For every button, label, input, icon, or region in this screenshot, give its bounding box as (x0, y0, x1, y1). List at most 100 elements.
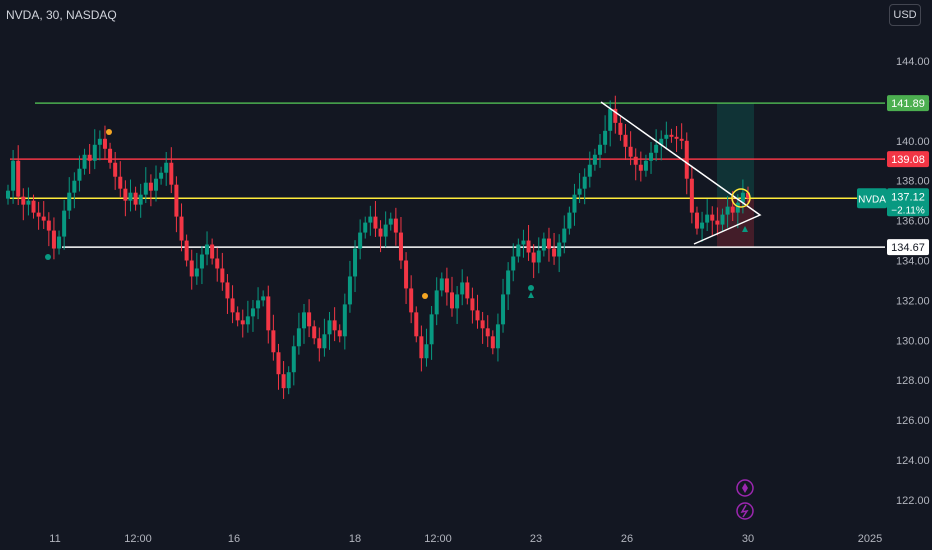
candle-body (429, 314, 434, 345)
candle-body (598, 144, 602, 155)
candle-body (266, 296, 271, 331)
candle-body (638, 164, 643, 171)
signal-dot-icon (528, 285, 534, 291)
price-tick-label: 134.00 (896, 256, 930, 268)
candle-body (485, 328, 490, 337)
candle-body (169, 162, 174, 185)
candle-body (735, 202, 740, 213)
time-tick-label: 23 (530, 533, 542, 545)
candle-body (281, 374, 286, 389)
candle-body (133, 192, 138, 205)
candle-body (521, 240, 526, 245)
price-label-text: 134.67 (891, 242, 925, 254)
candle-body (72, 180, 77, 193)
candle-body (460, 282, 465, 295)
candle-body (194, 268, 199, 277)
time-tick-label: 12:00 (424, 533, 452, 545)
candle-body (240, 320, 245, 325)
candle-body (715, 220, 720, 225)
candle-body (164, 162, 169, 173)
candle-body (332, 320, 337, 331)
candle-body (57, 236, 62, 249)
symbol-title[interactable]: NVDA, 30, NASDAQ (6, 8, 117, 22)
candle-body (36, 212, 41, 217)
candle-body (490, 336, 495, 349)
candle-body (118, 176, 123, 189)
candle-body (577, 188, 582, 195)
candle-body (51, 230, 56, 249)
candle-body (398, 232, 403, 261)
candle-body (378, 228, 383, 237)
candle-body (189, 260, 194, 277)
candle-body (541, 238, 546, 251)
candle-body (235, 312, 240, 321)
candle-body (291, 346, 296, 373)
candle-body (215, 258, 220, 269)
price-tick-label: 136.00 (896, 216, 930, 228)
candle-body (388, 218, 393, 225)
triangle-pattern-drawing (600, 101, 762, 245)
price-tick-label: 140.00 (896, 136, 930, 148)
candle-body (633, 156, 638, 165)
position-profit-zone (717, 103, 754, 199)
candle-body (143, 182, 148, 195)
candle-body (220, 268, 225, 283)
candle-body (669, 134, 674, 137)
candle-body (674, 136, 679, 139)
candle-body (102, 138, 107, 149)
candle-body (455, 294, 460, 309)
candle-body (572, 194, 577, 213)
price-tick-label: 124.00 (896, 455, 930, 467)
candle-body (77, 168, 82, 181)
candle-body (434, 290, 439, 315)
time-tick-label: 11 (49, 533, 60, 545)
candle-body (97, 138, 102, 145)
price-tick-label: 138.00 (896, 176, 930, 188)
candle-body (557, 242, 562, 257)
candle-body (92, 144, 97, 161)
candle-body (256, 300, 261, 309)
candle-body (618, 122, 623, 135)
candle-body (67, 192, 72, 211)
candle-body (531, 252, 536, 263)
candle-body (210, 244, 215, 259)
candle-body (302, 312, 306, 329)
candle-body (689, 178, 694, 213)
time-tick-label: 30 (742, 533, 754, 545)
candle-body (552, 248, 557, 257)
candle-body (128, 192, 133, 201)
lightning-icon (736, 502, 754, 520)
candle-body (82, 154, 87, 169)
candle-body (87, 154, 92, 161)
time-tick-label: 26 (621, 533, 633, 545)
candle-body (138, 194, 143, 205)
candle-body (511, 256, 516, 271)
candle-body (393, 218, 398, 233)
candle-body (730, 206, 735, 213)
last-price-text: 137.12 (891, 191, 925, 203)
price-label-box (887, 95, 929, 112)
candle-body (705, 214, 710, 223)
candle-body (419, 336, 424, 359)
candle-body (41, 216, 46, 221)
candle-body (659, 138, 664, 145)
candle-body (439, 278, 444, 291)
candle-body (623, 134, 628, 147)
candle-body (725, 206, 730, 215)
candle-body (424, 344, 429, 359)
candle-body (174, 184, 179, 217)
candle-body (495, 324, 500, 349)
diamond-icon-shape (742, 483, 748, 493)
candle-body (404, 260, 409, 289)
candle-body (562, 228, 567, 243)
candle-body (628, 146, 633, 157)
candle-body (261, 296, 266, 301)
candle-body (679, 138, 684, 141)
diamond-icon (736, 479, 754, 497)
candle-body (123, 188, 128, 201)
currency-button[interactable]: USD (889, 4, 921, 26)
candle-body (567, 212, 572, 229)
candle-body (592, 154, 597, 165)
price-label-text: 139.08 (891, 154, 925, 166)
